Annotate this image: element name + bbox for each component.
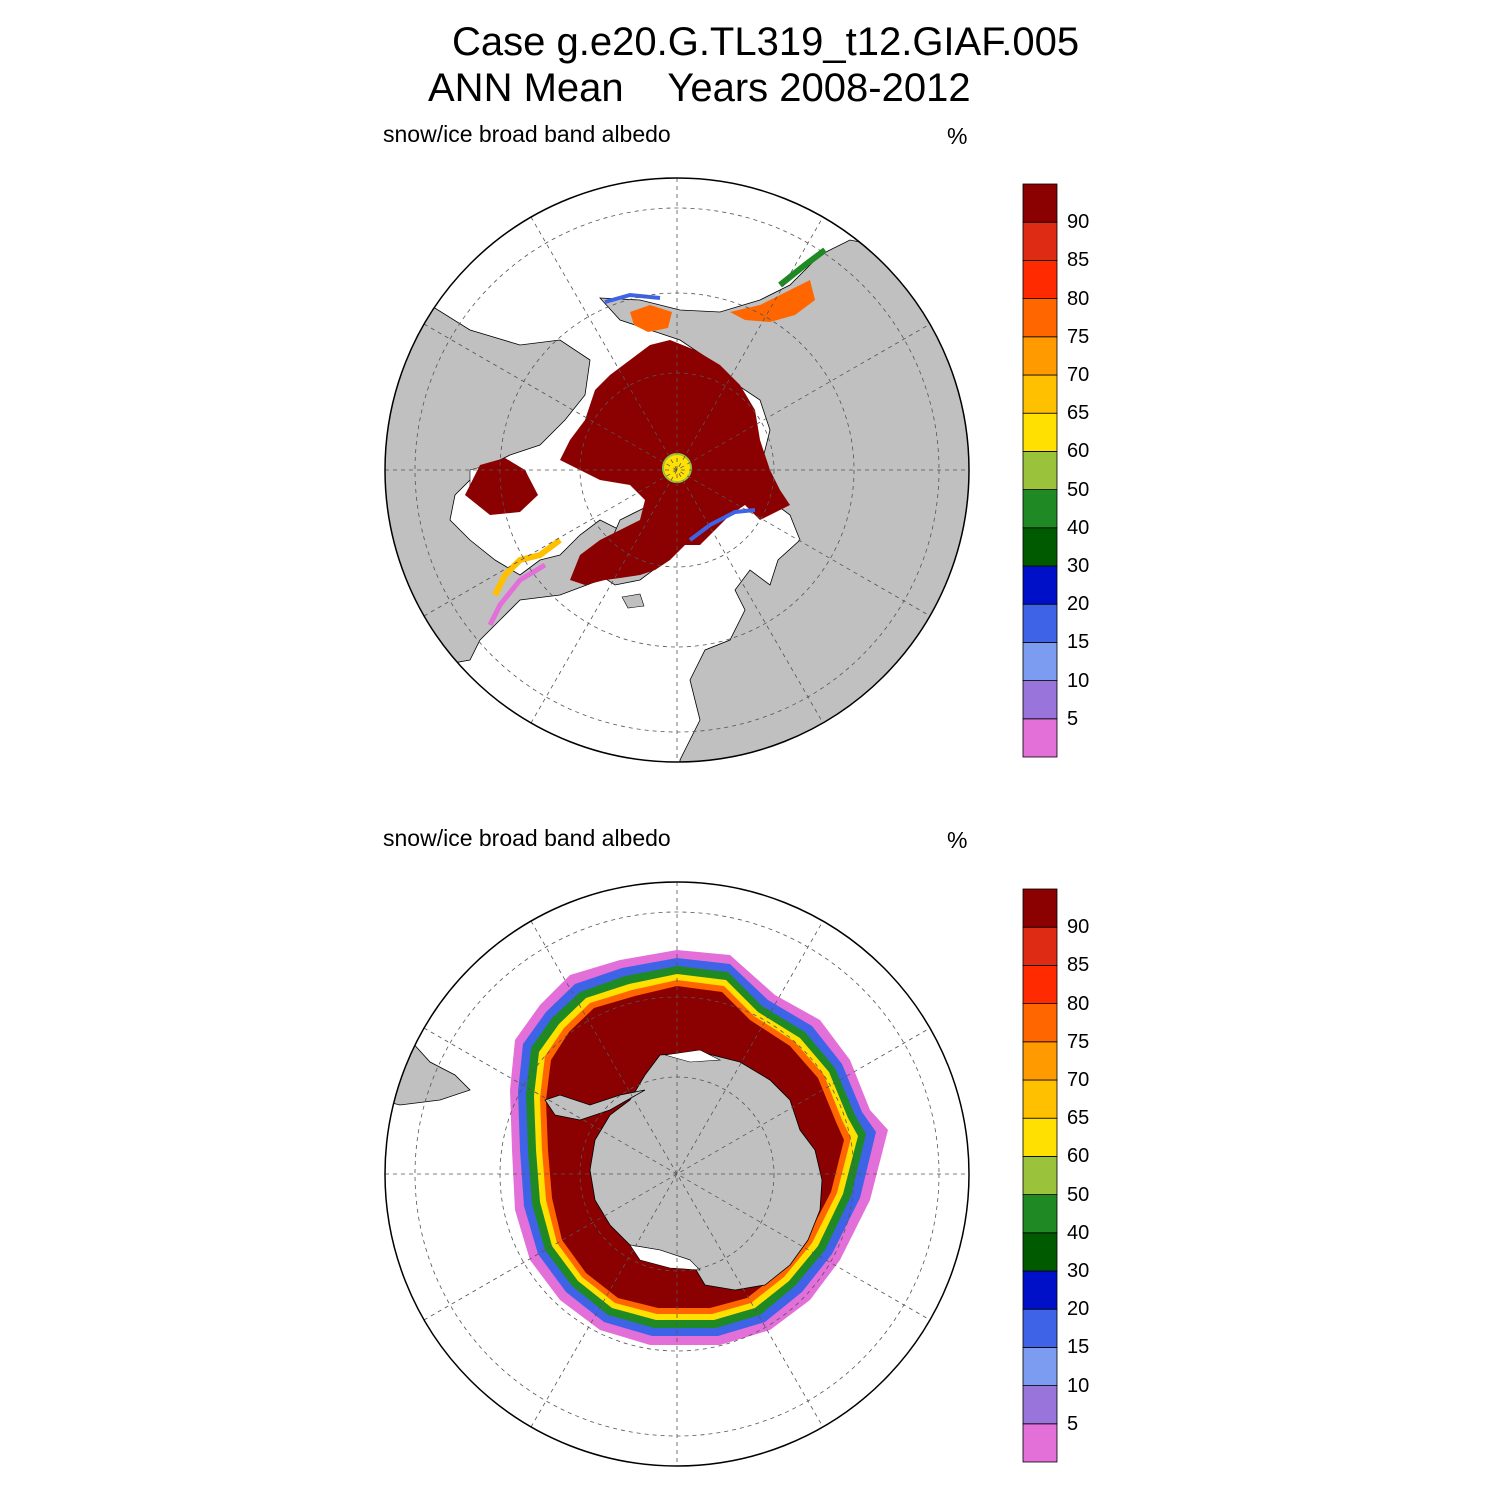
north-colorbar-box <box>1022 450 1058 490</box>
north-ice-margin-barents <box>688 508 756 542</box>
south-colorbar-box <box>1022 888 1058 928</box>
north-colorbar-tick-label: 80 <box>1067 287 1090 310</box>
south-colorbar-tick-label: 10 <box>1067 1374 1090 1397</box>
south-colorbar-tick-label: 50 <box>1067 1183 1090 1206</box>
south-colorbar-box <box>1022 1347 1058 1387</box>
south-colorbar-tick-label: 65 <box>1067 1107 1090 1130</box>
south-colorbar-tick-label: 60 <box>1067 1145 1090 1168</box>
north-variable-label: snow/ice broad band albedo <box>383 121 671 147</box>
north-colorbar-tick-label: 70 <box>1067 364 1090 386</box>
north-map-border <box>384 177 970 763</box>
north-land-eurasia <box>599 239 969 762</box>
south-colorbar-box <box>1022 1003 1058 1043</box>
south-variable-label: snow/ice broad band albedo <box>383 825 671 851</box>
north-ice-edge-okhotsk <box>730 280 815 322</box>
south-colorbar-tick-label: 5 <box>1067 1412 1079 1435</box>
north-colorbar-tick-label: 20 <box>1067 593 1090 616</box>
north-units-label: % <box>947 123 968 149</box>
south-colorbar-tick-label: 85 <box>1067 954 1090 977</box>
north-colorbar-tick-label: 60 <box>1067 440 1090 463</box>
north-polar-map <box>384 177 970 763</box>
north-colorbar-box <box>1022 642 1058 682</box>
north-colorbar-box <box>1022 412 1058 452</box>
north-colorbar-tick-label: 90 <box>1067 211 1090 234</box>
south-colorbar-box <box>1022 1385 1058 1425</box>
south-graticule <box>385 882 969 1466</box>
north-colorbar-box <box>1022 680 1058 720</box>
north-ice-edge-bering <box>630 305 672 332</box>
north-colorbar-tick-label: 30 <box>1067 555 1090 577</box>
north-colorbar-box <box>1022 718 1058 758</box>
south-colorbar-box <box>1022 1117 1058 1157</box>
south-colorbar <box>1022 888 1058 1463</box>
south-colorbar-box <box>1022 1079 1058 1119</box>
south-colorbar-tick-label: 90 <box>1067 916 1090 939</box>
north-sea-ice-hudson <box>465 458 538 515</box>
north-colorbar-box <box>1022 259 1058 299</box>
north-colorbar-box <box>1022 221 1058 261</box>
south-colorbar-tick-label: 15 <box>1067 1336 1090 1359</box>
figure-title-period: ANN Mean Years 2008-2012 <box>428 66 971 110</box>
south-colorbar-box <box>1022 1156 1058 1196</box>
north-colorbar-box <box>1022 298 1058 338</box>
north-colorbar-box <box>1022 183 1058 223</box>
south-land-antarctica <box>589 1051 823 1291</box>
north-colorbar-tick-label: 10 <box>1067 669 1090 692</box>
north-ice-margin-okhotsk <box>778 247 827 288</box>
south-colorbar-tick-label: 80 <box>1067 992 1090 1015</box>
south-map-border <box>384 881 970 1467</box>
north-colorbar <box>1022 183 1058 758</box>
south-ice-shelf-weddell <box>664 1049 722 1063</box>
south-colorbar-box <box>1022 1194 1058 1234</box>
south-units-label: % <box>947 827 968 853</box>
north-colorbar-box <box>1022 374 1058 414</box>
north-ice-margin-labrador <box>492 537 562 597</box>
south-colorbar-tick-label: 30 <box>1067 1260 1090 1282</box>
north-colorbar-box <box>1022 603 1058 643</box>
north-colorbar-tick-label: 40 <box>1067 516 1090 539</box>
south-colorbar-box <box>1022 1232 1058 1272</box>
south-colorbar-tick-label: 70 <box>1067 1069 1090 1091</box>
north-graticule <box>385 178 969 762</box>
figure-title-case: Case g.e20.G.TL319_t12.GIAF.005 <box>452 20 1080 64</box>
south-colorbar-tick-label: 40 <box>1067 1221 1090 1244</box>
south-colorbar-box <box>1022 1041 1058 1081</box>
south-colorbar-box <box>1022 1423 1058 1463</box>
south-ice-shelf-ross <box>629 1244 701 1271</box>
south-colorbar-box <box>1022 1308 1058 1348</box>
north-ice-margin-bering <box>604 292 661 304</box>
north-colorbar-box <box>1022 565 1058 605</box>
north-colorbar-tick-label: 75 <box>1067 325 1090 348</box>
north-colorbar-tick-label: 85 <box>1067 249 1090 272</box>
north-colorbar-tick-label: 50 <box>1067 478 1090 501</box>
north-colorbar-tick-label: 15 <box>1067 631 1090 654</box>
north-colorbar-tick-label: 5 <box>1067 707 1079 730</box>
south-colorbar-box <box>1022 926 1058 966</box>
south-colorbar-tick-label: 20 <box>1067 1298 1090 1321</box>
north-colorbar-box <box>1022 336 1058 376</box>
north-land-iceland <box>621 593 645 609</box>
north-colorbar-box <box>1022 489 1058 529</box>
south-colorbar-box <box>1022 1270 1058 1310</box>
south-polar-map <box>384 881 970 1467</box>
north-colorbar-tick-label: 65 <box>1067 402 1090 425</box>
south-colorbar-tick-label: 75 <box>1067 1030 1090 1053</box>
north-ice-margin-labrador-outer <box>487 562 547 627</box>
north-colorbar-box <box>1022 527 1058 567</box>
south-colorbar-box <box>1022 965 1058 1005</box>
